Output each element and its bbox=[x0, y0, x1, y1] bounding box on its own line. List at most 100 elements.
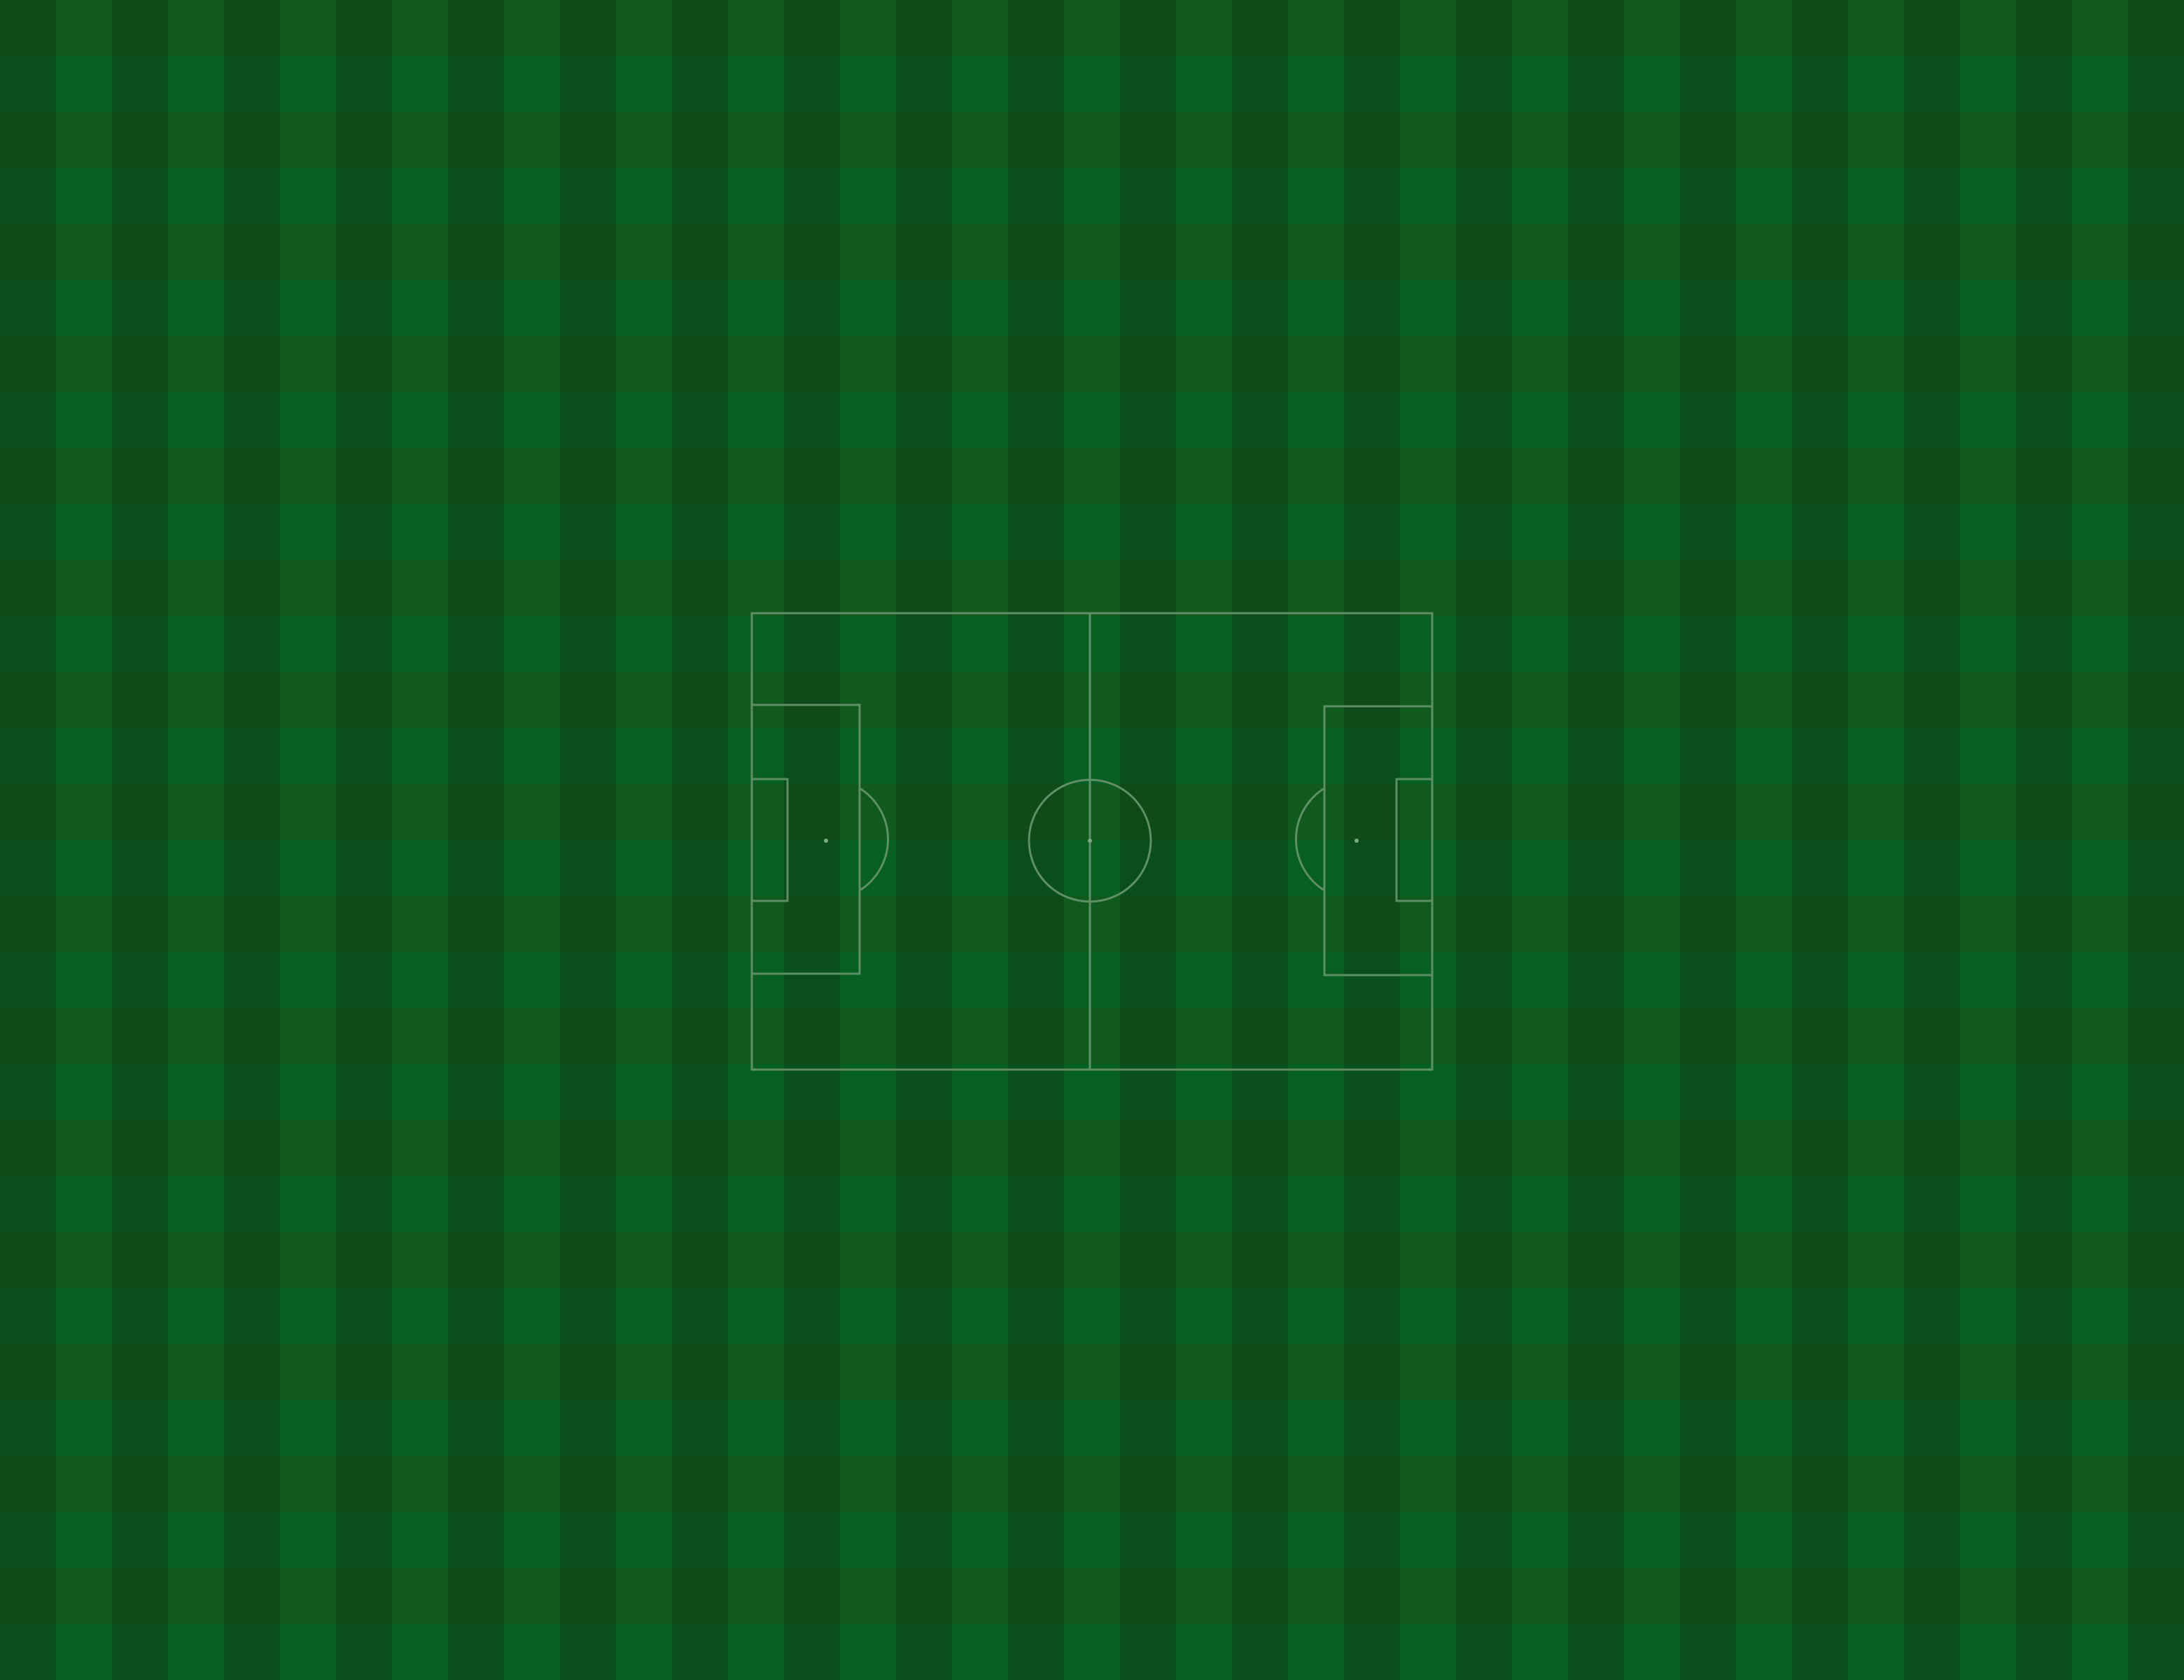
turf-tile bbox=[280, 280, 336, 336]
turf-tile bbox=[1232, 504, 1288, 560]
turf-tile bbox=[1344, 1344, 1400, 1400]
turf-tile bbox=[1232, 1456, 1288, 1512]
turf-tile bbox=[784, 952, 840, 1008]
turf-tile bbox=[2128, 1568, 2184, 1624]
turf-tile bbox=[2016, 560, 2072, 616]
turf-tile bbox=[896, 280, 952, 336]
turf-tile bbox=[1680, 1568, 1736, 1624]
turf-tile bbox=[448, 56, 504, 112]
turf-tile bbox=[504, 1400, 560, 1456]
turf-tile bbox=[1400, 1568, 1456, 1624]
turf-tile bbox=[1512, 728, 1568, 784]
turf-tile bbox=[1120, 1288, 1176, 1344]
turf-tile bbox=[2128, 1512, 2184, 1568]
turf-tile bbox=[1456, 1288, 1512, 1344]
turf-tile bbox=[1512, 1624, 1568, 1680]
turf-tile bbox=[840, 1400, 896, 1456]
turf-tile bbox=[2072, 280, 2128, 336]
turf-tile bbox=[952, 616, 1008, 672]
turf-tile bbox=[1008, 896, 1064, 952]
turf-tile bbox=[56, 1120, 112, 1176]
turf-tile bbox=[1288, 336, 1344, 392]
turf-tile bbox=[1064, 1232, 1120, 1288]
turf-tile bbox=[1568, 672, 1624, 728]
turf-tile bbox=[1848, 1400, 1904, 1456]
turf-tile bbox=[2016, 1288, 2072, 1344]
turf-tile bbox=[1120, 392, 1176, 448]
turf-tile bbox=[1792, 616, 1848, 672]
turf-tile bbox=[560, 1176, 616, 1232]
turf-tile bbox=[1960, 224, 2016, 280]
turf-tile bbox=[168, 1008, 224, 1064]
turf-tile bbox=[728, 1344, 784, 1400]
turf-tile bbox=[1792, 1176, 1848, 1232]
turf-tile bbox=[1288, 1008, 1344, 1064]
turf-tile bbox=[2016, 56, 2072, 112]
turf-tile bbox=[168, 1512, 224, 1568]
turf-tile bbox=[1120, 728, 1176, 784]
turf-tile bbox=[1904, 560, 1960, 616]
turf-tile bbox=[1624, 0, 1680, 56]
turf-tile bbox=[1008, 1120, 1064, 1176]
turf-tile bbox=[1344, 1008, 1400, 1064]
turf-tile bbox=[560, 112, 616, 168]
turf-tile bbox=[1512, 1344, 1568, 1400]
turf-tile bbox=[1288, 56, 1344, 112]
turf-tile bbox=[112, 784, 168, 840]
turf-tile bbox=[1736, 840, 1792, 896]
turf-tile bbox=[112, 504, 168, 560]
turf-tile bbox=[1232, 952, 1288, 1008]
turf-tile bbox=[1232, 448, 1288, 504]
turf-tile bbox=[952, 168, 1008, 224]
turf-tile bbox=[784, 168, 840, 224]
turf-tile bbox=[1960, 560, 2016, 616]
turf-tile bbox=[2072, 1568, 2128, 1624]
turf-tile bbox=[1064, 112, 1120, 168]
turf-tile bbox=[1400, 0, 1456, 56]
turf-tile bbox=[1232, 784, 1288, 840]
turf-tile bbox=[1904, 0, 1960, 56]
turf-tile bbox=[1008, 504, 1064, 560]
turf-tile bbox=[1064, 1120, 1120, 1176]
turf-tile bbox=[0, 504, 56, 560]
turf-tile bbox=[1624, 1512, 1680, 1568]
turf-tile bbox=[168, 784, 224, 840]
turf-tile bbox=[1064, 1176, 1120, 1232]
turf-tile bbox=[728, 1624, 784, 1680]
turf-tile bbox=[1456, 1568, 1512, 1624]
turf-tile bbox=[1904, 672, 1960, 728]
turf-tile bbox=[1064, 168, 1120, 224]
turf-tile bbox=[1848, 1624, 1904, 1680]
turf-tile bbox=[1176, 840, 1232, 896]
turf-tile bbox=[1960, 280, 2016, 336]
turf-tile bbox=[952, 56, 1008, 112]
turf-tile bbox=[392, 1064, 448, 1120]
turf-tile bbox=[1792, 1064, 1848, 1120]
turf-tile bbox=[2128, 224, 2184, 280]
turf-tile bbox=[1232, 616, 1288, 672]
right-goal-area bbox=[1395, 778, 1434, 902]
turf-tile bbox=[1288, 1512, 1344, 1568]
turf-tile bbox=[1344, 392, 1400, 448]
turf-tile bbox=[1008, 1456, 1064, 1512]
turf-tile bbox=[1008, 1288, 1064, 1344]
turf-tile bbox=[1624, 1568, 1680, 1624]
turf-tile bbox=[1008, 1624, 1064, 1680]
turf-tile bbox=[1176, 560, 1232, 616]
turf-tile bbox=[504, 1008, 560, 1064]
turf-tile bbox=[1848, 1008, 1904, 1064]
turf-tile bbox=[56, 112, 112, 168]
turf-tile bbox=[1288, 616, 1344, 672]
turf-tile bbox=[1680, 392, 1736, 448]
turf-tile bbox=[224, 336, 280, 392]
turf-tile bbox=[1512, 336, 1568, 392]
turf-tile bbox=[112, 1344, 168, 1400]
turf-tile bbox=[112, 952, 168, 1008]
turf-tile bbox=[1064, 1008, 1120, 1064]
turf-tile bbox=[1904, 1624, 1960, 1680]
turf-tile bbox=[896, 840, 952, 896]
turf-tile bbox=[728, 560, 784, 616]
turf-tile bbox=[1624, 1232, 1680, 1288]
turf-tile bbox=[112, 336, 168, 392]
